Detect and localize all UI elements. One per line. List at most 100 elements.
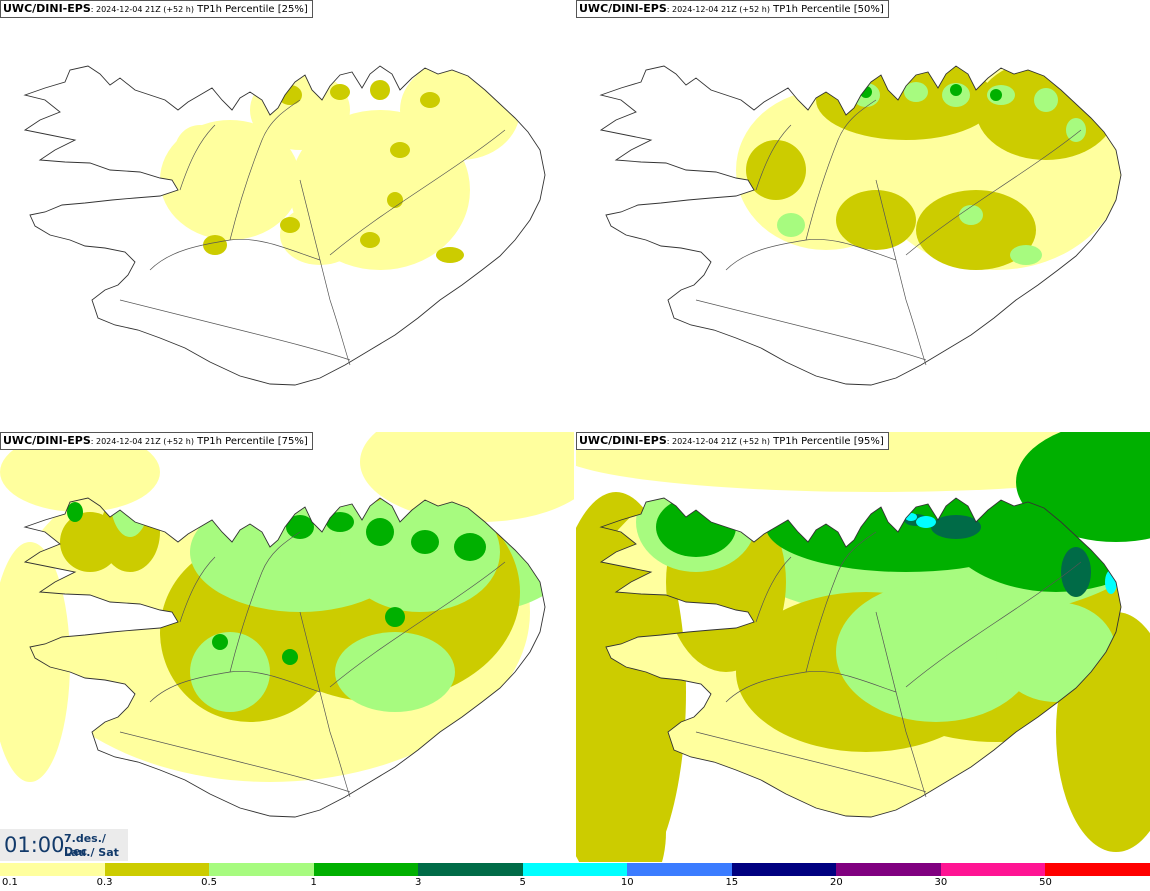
model-name: UWC/DINI-EPS: [3, 434, 91, 447]
precip-area: [916, 190, 1036, 270]
legend-tick-label: 1: [310, 877, 317, 888]
legend-tick-label: 10: [620, 877, 634, 888]
precip-area: [454, 533, 486, 561]
valid-date-line1: 7.des./ Dec: [64, 832, 106, 858]
precip-area: [360, 232, 380, 248]
precip-area: [67, 502, 83, 522]
road-line: [329, 129, 506, 256]
precip-area: [60, 512, 120, 572]
legend-swatch: [418, 863, 523, 876]
precip-area: [777, 213, 805, 237]
legend-swatch: [104, 863, 210, 876]
precip-area: [1105, 570, 1117, 594]
field-title: TP1h Percentile [50%]: [773, 4, 884, 15]
legend-swatch: [209, 863, 314, 876]
road-line: [229, 531, 301, 673]
valid-date-line2: Lau./ Sat: [64, 846, 119, 859]
panel-header: UWC/DINI-EPS: 2024-12-04 21Z (+52 h) TP1…: [576, 0, 889, 18]
road-line: [875, 611, 927, 798]
precip-area: [390, 142, 410, 158]
precip-area: [1010, 245, 1042, 265]
run-time: : 2024-12-04 21Z (+52 h): [90, 5, 194, 14]
coastline: [23, 497, 546, 818]
legend-swatch: [836, 863, 941, 876]
road-line: [905, 561, 1082, 688]
map-panel-p25: UWC/DINI-EPS: 2024-12-04 21Z (+52 h) TP1…: [0, 0, 574, 430]
precip-area: [370, 80, 390, 100]
precip-area: [175, 125, 225, 175]
road-line: [805, 99, 877, 241]
precip-area: [282, 649, 298, 665]
road-line: [695, 299, 927, 361]
road-line: [179, 124, 216, 191]
road-line: [229, 99, 301, 241]
color-legend: [0, 863, 1150, 876]
model-name: UWC/DINI-EPS: [3, 2, 91, 15]
precip-area: [816, 66, 996, 140]
precip-area: [387, 192, 403, 208]
precip-area: [326, 512, 354, 532]
precip-area: [1066, 118, 1086, 142]
precip-area: [1046, 0, 1146, 60]
field-title: TP1h Percentile [95%]: [773, 436, 884, 447]
map-canvas: [576, 432, 1150, 862]
precip-area: [836, 582, 1036, 722]
precip-area: [959, 205, 983, 225]
map-panel-p95: UWC/DINI-EPS: 2024-12-04 21Z (+52 h) TP1…: [576, 432, 1150, 862]
precip-area: [280, 205, 360, 265]
map-panel-p50: UWC/DINI-EPS: 2024-12-04 21Z (+52 h) TP1…: [576, 0, 1150, 430]
precip-area: [286, 515, 314, 539]
precip-area: [330, 84, 350, 100]
precip-area: [530, 66, 545, 90]
legend-swatch: [0, 863, 105, 876]
precip-area: [250, 70, 350, 150]
model-name: UWC/DINI-EPS: [579, 434, 667, 447]
precip-area: [1034, 88, 1058, 112]
valid-time: 01:00: [4, 833, 65, 857]
legend-swatch: [940, 863, 1046, 876]
precip-area: [385, 607, 405, 627]
precip-area: [766, 498, 1046, 572]
precip-area: [366, 518, 394, 546]
run-time: : 2024-12-04 21Z (+52 h): [666, 437, 770, 446]
precip-area: [606, 772, 666, 862]
legend-tick-label: 0.1: [2, 877, 18, 888]
road-line: [755, 556, 792, 623]
road-line: [755, 124, 792, 191]
precip-area: [931, 515, 981, 539]
precip-area: [212, 634, 228, 650]
precip-area: [280, 217, 300, 233]
model-name: UWC/DINI-EPS: [579, 2, 667, 15]
legend-tick-label: 20: [829, 877, 843, 888]
precip-area: [1061, 547, 1091, 597]
legend-tick-label: 0.3: [96, 877, 113, 888]
coastline: [599, 65, 1122, 386]
coastline: [599, 497, 1122, 818]
road-line: [875, 179, 927, 366]
coastline: [23, 65, 546, 386]
map-canvas: [599, 0, 1146, 386]
legend-tick-label: 5: [519, 877, 526, 888]
field-title: TP1h Percentile [25%]: [197, 4, 308, 15]
valid-time-box: 01:00 7.des./ Dec Lau./ Sat: [0, 829, 128, 861]
road-line: [119, 299, 351, 361]
field-title: TP1h Percentile [75%]: [197, 436, 308, 447]
precip-area: [360, 432, 574, 522]
legend-tick-label: 3: [414, 877, 422, 888]
legend-tick-label: 15: [725, 877, 739, 888]
road-line: [119, 731, 351, 793]
legend-ticks: 0.1 0.3 0.5 1 3 5 10 15 20 30 50: [0, 877, 1150, 891]
precip-area: [411, 530, 439, 554]
legend-swatch: [627, 863, 732, 876]
run-time: : 2024-12-04 21Z (+52 h): [666, 5, 770, 14]
precip-area: [836, 190, 916, 250]
precip-area: [410, 66, 470, 85]
legend-swatch: [1045, 863, 1150, 876]
precip-area: [916, 516, 936, 528]
precip-area: [990, 89, 1002, 101]
precip-area: [420, 92, 440, 108]
map-canvas: [23, 65, 546, 386]
precip-area: [436, 247, 464, 263]
precip-area: [950, 84, 962, 96]
precip-area: [746, 140, 806, 200]
